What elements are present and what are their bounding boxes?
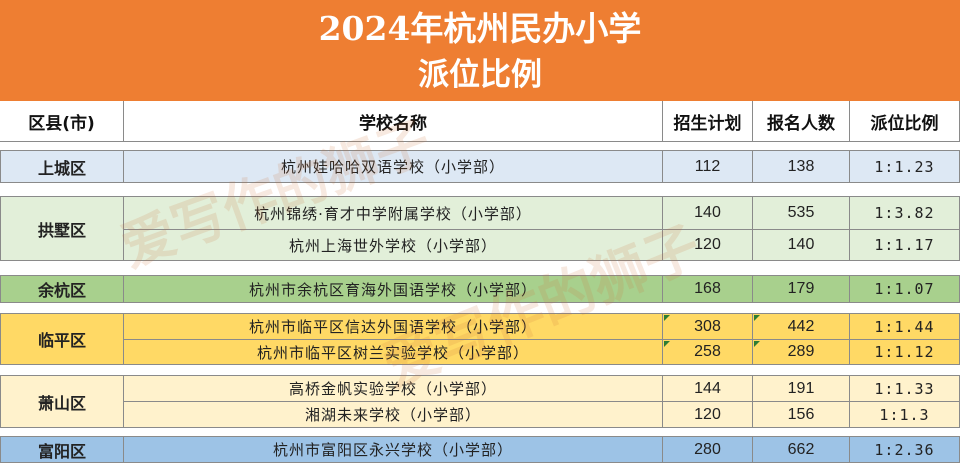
plan-cell: 140 [663,197,753,230]
cell-comment-marker [754,341,760,347]
applicants-cell: 138 [753,151,850,183]
school-name-cell: 湘湖未来学校（小学部） [124,402,663,428]
plan-cell: 144 [663,376,753,402]
school-name-cell: 杭州锦绣·育才中学附属学校（小学部） [124,197,663,230]
ratio-cell: 1:1.44 [850,314,960,340]
block-top-border [0,150,960,151]
ratio-cell: 1:1.07 [850,276,960,303]
title-line2: 派位比例 [418,57,542,93]
district-cell: 拱墅区 [0,197,124,261]
block-top-border [0,436,960,437]
plan-cell: 280 [663,437,753,463]
school-name-cell: 杭州市富阳区永兴学校（小学部） [124,437,663,463]
school-name-cell: 杭州市余杭区育海外国语学校（小学部） [124,276,663,303]
ratio-cell: 1:1.33 [850,376,960,402]
applicants-cell: 289 [753,340,850,365]
applicants-cell: 535 [753,197,850,230]
ratio-cell: 1:1.12 [850,340,960,365]
ratio-cell: 1:3.82 [850,197,960,230]
district-cell: 上城区 [0,151,124,183]
cell-comment-marker [754,315,760,321]
plan-cell: 168 [663,276,753,303]
plan-cell: 308 [663,314,753,340]
district-cell: 余杭区 [0,276,124,303]
title-banner: 2024年杭州民办小学 派位比例 [0,0,960,101]
applicants-cell: 156 [753,402,850,428]
header-school: 学校名称 [124,101,663,142]
block-top-border [0,375,960,376]
ratio-cell: 1:1.3 [850,402,960,428]
ratio-cell: 1:2.36 [850,437,960,463]
applicants-cell: 662 [753,437,850,463]
plan-cell: 258 [663,340,753,365]
block-top-border [0,275,960,276]
header-ratio: 派位比例 [850,101,960,142]
plan-cell: 112 [663,151,753,183]
school-name-cell: 杭州上海世外学校（小学部） [124,230,663,261]
applicants-cell: 191 [753,376,850,402]
header-plan: 招生计划 [663,101,753,142]
header-district: 区县(市) [0,101,124,142]
ratio-cell: 1:1.17 [850,230,960,261]
district-cell: 萧山区 [0,376,124,428]
block-top-border [0,196,960,197]
district-cell: 临平区 [0,314,124,365]
ratio-cell: 1:1.23 [850,151,960,183]
school-name-cell: 杭州市临平区树兰实验学校（小学部） [124,340,663,365]
district-cell: 富阳区 [0,437,124,463]
school-name-cell: 杭州娃哈哈双语学校（小学部） [124,151,663,183]
cell-comment-marker [664,315,670,321]
block-top-border [0,313,960,314]
applicants-cell: 442 [753,314,850,340]
cell-comment-marker [664,341,670,347]
header-applicants: 报名人数 [753,101,850,142]
plan-cell: 120 [663,230,753,261]
applicants-cell: 140 [753,230,850,261]
school-name-cell: 高桥金帆实验学校（小学部） [124,376,663,402]
applicants-cell: 179 [753,276,850,303]
school-name-cell: 杭州市临平区信达外国语学校（小学部） [124,314,663,340]
plan-cell: 120 [663,402,753,428]
title-line1: 2024年杭州民办小学 [318,9,642,48]
